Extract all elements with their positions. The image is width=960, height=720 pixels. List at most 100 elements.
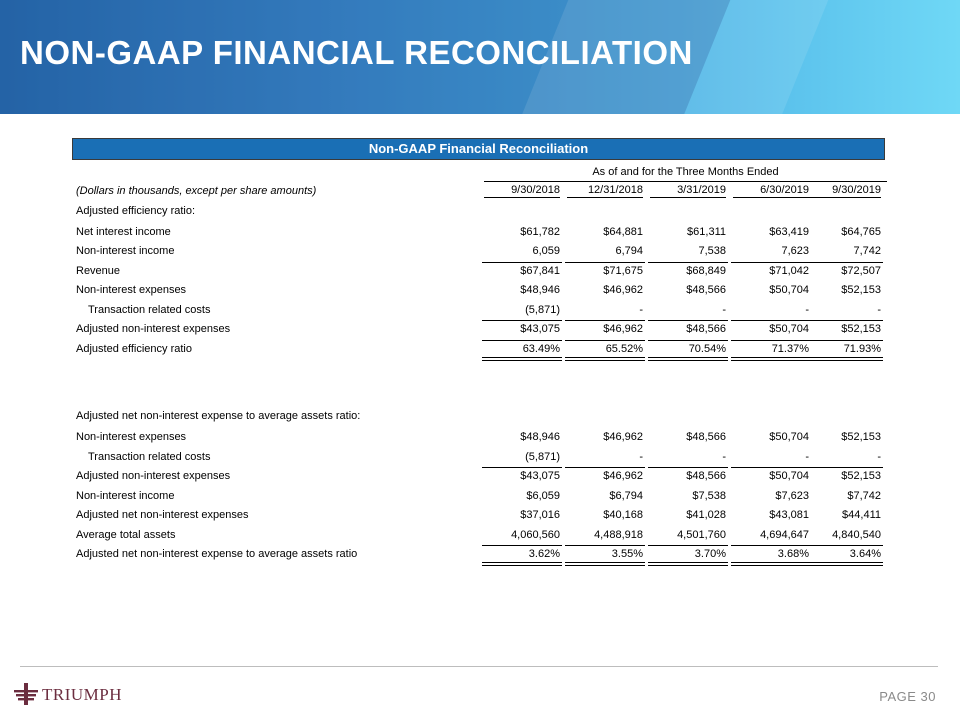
row-value: $46,962: [603, 431, 643, 443]
row-value: $64,765: [841, 225, 881, 238]
row-value: 4,060,560: [511, 528, 560, 541]
row-label: Adjusted non-interest expenses: [76, 470, 231, 482]
column-header: 9/30/2018: [484, 184, 560, 198]
row-value: $50,704: [769, 284, 809, 296]
row-value: 6,059: [532, 245, 560, 257]
row-label: Non-interest expenses: [76, 284, 187, 296]
row-value: 3.62%: [482, 545, 562, 566]
column-header-row: (Dollars in thousands, except per share …: [72, 180, 885, 200]
row-value: $44,411: [842, 509, 881, 521]
row-value: $40,168: [603, 509, 643, 521]
row-value: -: [877, 303, 881, 316]
row-value: -: [722, 450, 726, 463]
span-header: As of and for the Three Months Ended: [484, 166, 887, 182]
row-value: 4,840,540: [832, 528, 881, 541]
row-label: Non-interest expenses: [76, 431, 187, 443]
section-title: Adjusted efficiency ratio:: [76, 204, 196, 217]
column-header: 3/31/2019: [650, 184, 726, 198]
row-value: $52,153: [841, 284, 881, 296]
row-value: $52,153: [841, 431, 881, 443]
row-value: $46,962: [565, 320, 645, 335]
row-value: $64,881: [603, 225, 643, 238]
reconciliation-table: Non-GAAP Financial Reconciliation As of …: [72, 138, 887, 566]
section-title: Adjusted net non-interest expense to ave…: [76, 410, 361, 422]
row-value: -: [639, 450, 643, 463]
section-title-row: Adjusted net non-interest expense to ave…: [72, 405, 885, 425]
row-value: $37,016: [520, 509, 560, 521]
row-label: Adjusted net non-interest expense to ave…: [76, 548, 358, 560]
span-header-row: As of and for the Three Months Ended: [72, 160, 887, 182]
row-value: (5,871): [525, 450, 560, 463]
row-value: 3.70%: [648, 545, 728, 566]
row-value: $48,946: [520, 284, 560, 296]
column-header: 12/31/2018: [567, 184, 643, 198]
row-value: $6,059: [526, 489, 560, 502]
row-value: $43,075: [482, 320, 562, 335]
row-value: $48,946: [520, 431, 560, 443]
row-value: $7,538: [692, 489, 726, 502]
table-row: Average total assets 4,060,560 4,488,918…: [72, 523, 885, 543]
table-row: Non-interest expenses $48,946 $46,962 $4…: [72, 424, 885, 445]
row-value: $6,794: [609, 489, 643, 502]
row-value: $68,849: [648, 261, 728, 277]
row-value: $71,042: [731, 261, 811, 277]
row-label: Transaction related costs: [88, 303, 211, 316]
row-value: $67,841: [482, 261, 562, 277]
row-label: Non-interest income: [76, 245, 175, 257]
row-label: Non-interest income: [76, 489, 175, 502]
row-value: $43,075: [482, 467, 562, 482]
row-value: 3.55%: [565, 545, 645, 566]
row-value: $61,311: [687, 225, 726, 238]
row-label: Revenue: [76, 264, 121, 277]
row-value: 71.93%: [798, 339, 883, 361]
row-value: $41,028: [686, 509, 726, 521]
row-value: 63.49%: [482, 339, 562, 361]
row-value: 4,488,918: [594, 528, 643, 541]
table-row: Non-interest income 6,059 6,794 7,538 7,…: [72, 240, 885, 260]
row-value: 7,623: [781, 245, 809, 257]
triumph-cross-icon: [14, 683, 38, 705]
row-value: $43,081: [769, 509, 809, 521]
table-row: Revenue $67,841 $71,675 $68,849 $71,042 …: [72, 259, 885, 279]
row-value: 6,794: [615, 245, 643, 257]
table-title: Non-GAAP Financial Reconciliation: [72, 138, 885, 160]
column-header: 6/30/2019: [733, 184, 809, 198]
row-value: $52,153: [798, 320, 883, 335]
row-label: Average total assets: [76, 528, 176, 541]
logo-text: TRIUMPH: [42, 685, 123, 704]
row-value: $50,704: [731, 467, 811, 482]
footer-divider: [20, 666, 938, 667]
table-row: Net interest income $61,782 $64,881 $61,…: [72, 219, 885, 240]
units-note: (Dollars in thousands, except per share …: [76, 185, 317, 197]
row-value: $46,962: [603, 284, 643, 296]
row-value: 71.37%: [731, 339, 811, 361]
row-label: Adjusted net non-interest expenses: [76, 509, 249, 521]
row-value: 3.64%: [798, 545, 883, 566]
row-label: Adjusted non-interest expenses: [76, 323, 231, 335]
table-row: Transaction related costs (5,871) - - - …: [72, 445, 885, 465]
row-label: Adjusted efficiency ratio: [76, 342, 192, 355]
row-value: $48,566: [648, 320, 728, 335]
table-row: Non-interest income $6,059 $6,794 $7,538…: [72, 484, 885, 504]
row-value: -: [877, 450, 881, 463]
table-row: Adjusted non-interest expenses $43,075 $…: [72, 465, 885, 485]
table-row: Adjusted efficiency ratio 63.49% 65.52% …: [72, 337, 885, 361]
row-value: 65.52%: [565, 339, 645, 361]
slide-title: NON-GAAP FINANCIAL RECONCILIATION: [20, 34, 693, 71]
table-row: Adjusted non-interest expenses $43,075 $…: [72, 318, 885, 338]
column-header: 9/30/2019: [800, 184, 881, 198]
row-value: $46,962: [565, 467, 645, 482]
row-value: 7,742: [853, 245, 881, 257]
row-value: $7,742: [847, 489, 881, 502]
row-value: $7,623: [775, 489, 809, 502]
row-value: $72,507: [798, 261, 883, 277]
table-row: Adjusted net non-interest expense to ave…: [72, 543, 885, 566]
row-value: 4,501,760: [677, 528, 726, 541]
row-value: $48,566: [686, 284, 726, 296]
row-value: -: [805, 450, 809, 463]
row-value: -: [639, 303, 643, 316]
row-value: -: [722, 303, 726, 316]
row-value: 7,538: [698, 245, 726, 257]
row-value: $48,566: [686, 431, 726, 443]
table-row: Adjusted net non-interest expenses $37,0…: [72, 504, 885, 524]
